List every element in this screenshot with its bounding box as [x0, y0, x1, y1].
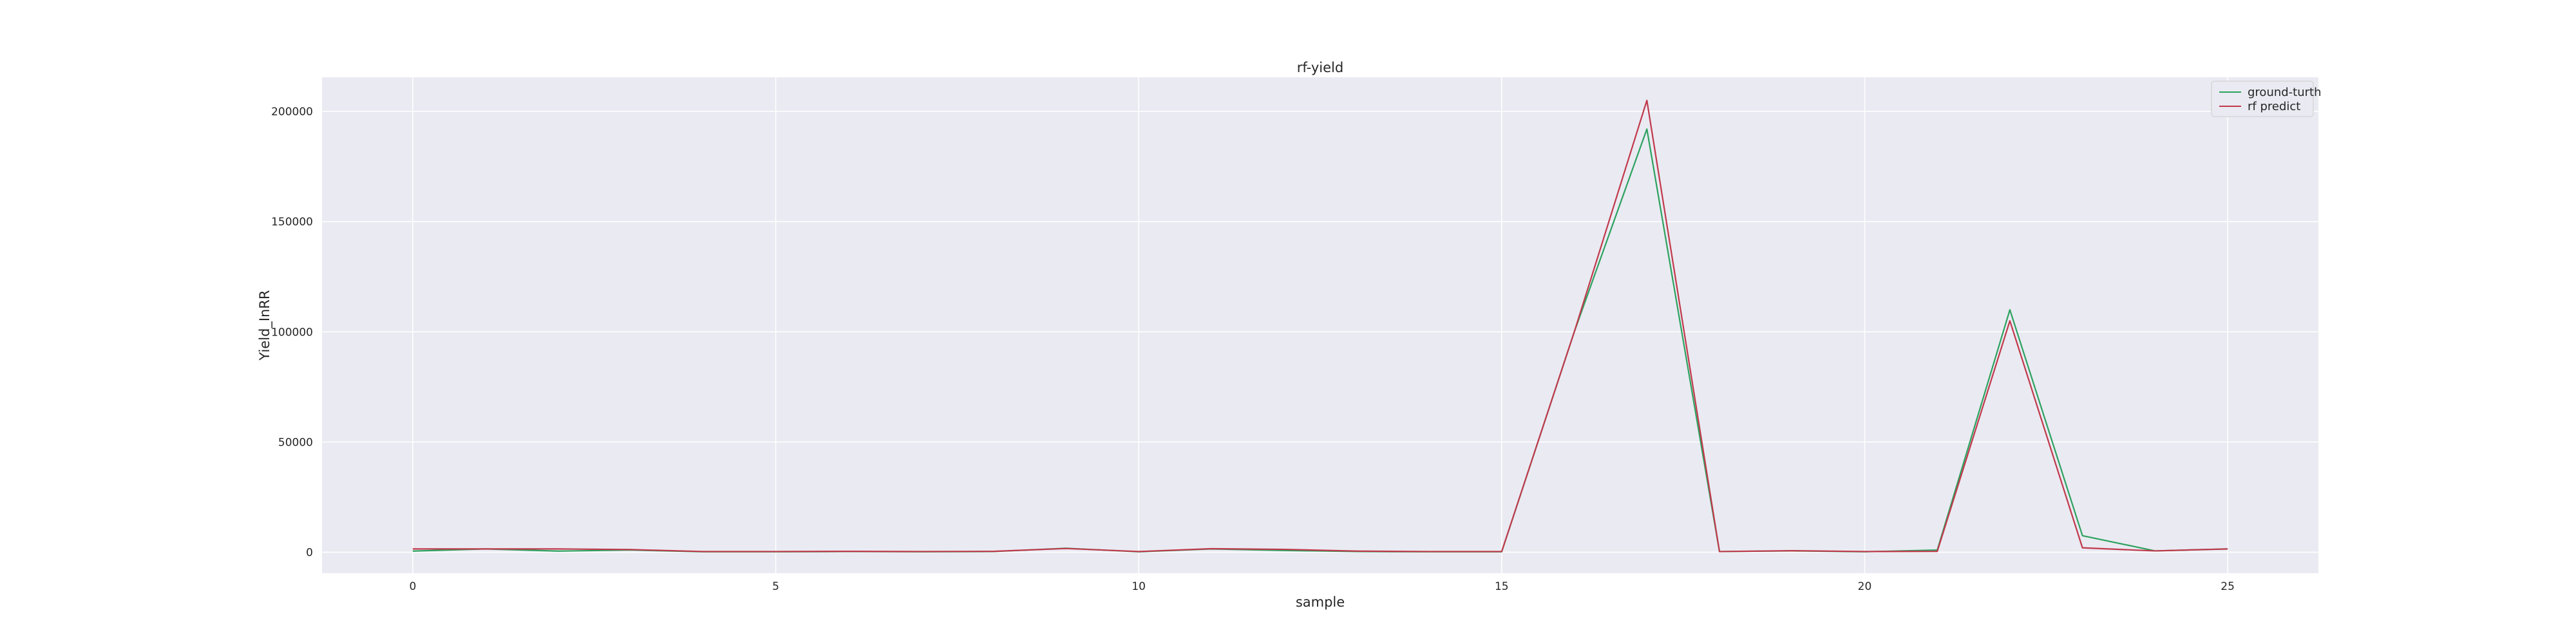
y-tick-label: 0	[306, 546, 313, 559]
x-tick-label: 0	[409, 580, 416, 593]
legend-label-rf-predict: rf predict	[2248, 100, 2300, 113]
x-axis-label: sample	[1296, 594, 1345, 610]
y-tick-label: 150000	[271, 216, 313, 229]
x-tick-label: 15	[1495, 580, 1509, 593]
y-tick-label: 50000	[278, 436, 313, 449]
legend-box	[2211, 80, 2314, 117]
y-tick-label: 200000	[271, 106, 313, 118]
x-tick-label: 5	[772, 580, 779, 593]
x-tick-label: 20	[1858, 580, 1872, 593]
x-tick-label: 25	[2221, 580, 2235, 593]
y-tick-label: 100000	[271, 326, 313, 339]
legend-label-ground-turth: ground-turth	[2248, 86, 2322, 99]
y-tick-labels: 0 50000 100000 150000 200000	[271, 106, 313, 559]
chart-title: rf-yield	[1297, 60, 1343, 75]
x-tick-label: 10	[1132, 580, 1146, 593]
y-gridlines	[322, 111, 2318, 553]
series-layer	[412, 99, 2228, 553]
plot-background	[322, 77, 2318, 573]
series-line-rf-predict	[412, 99, 2228, 553]
legend: ground-turth rf predict	[2211, 80, 2322, 117]
x-tick-labels: 0 5 10 15 20 25	[409, 580, 2234, 593]
x-gridlines	[412, 77, 2228, 573]
y-axis-label: Yield_InRR	[257, 290, 273, 361]
